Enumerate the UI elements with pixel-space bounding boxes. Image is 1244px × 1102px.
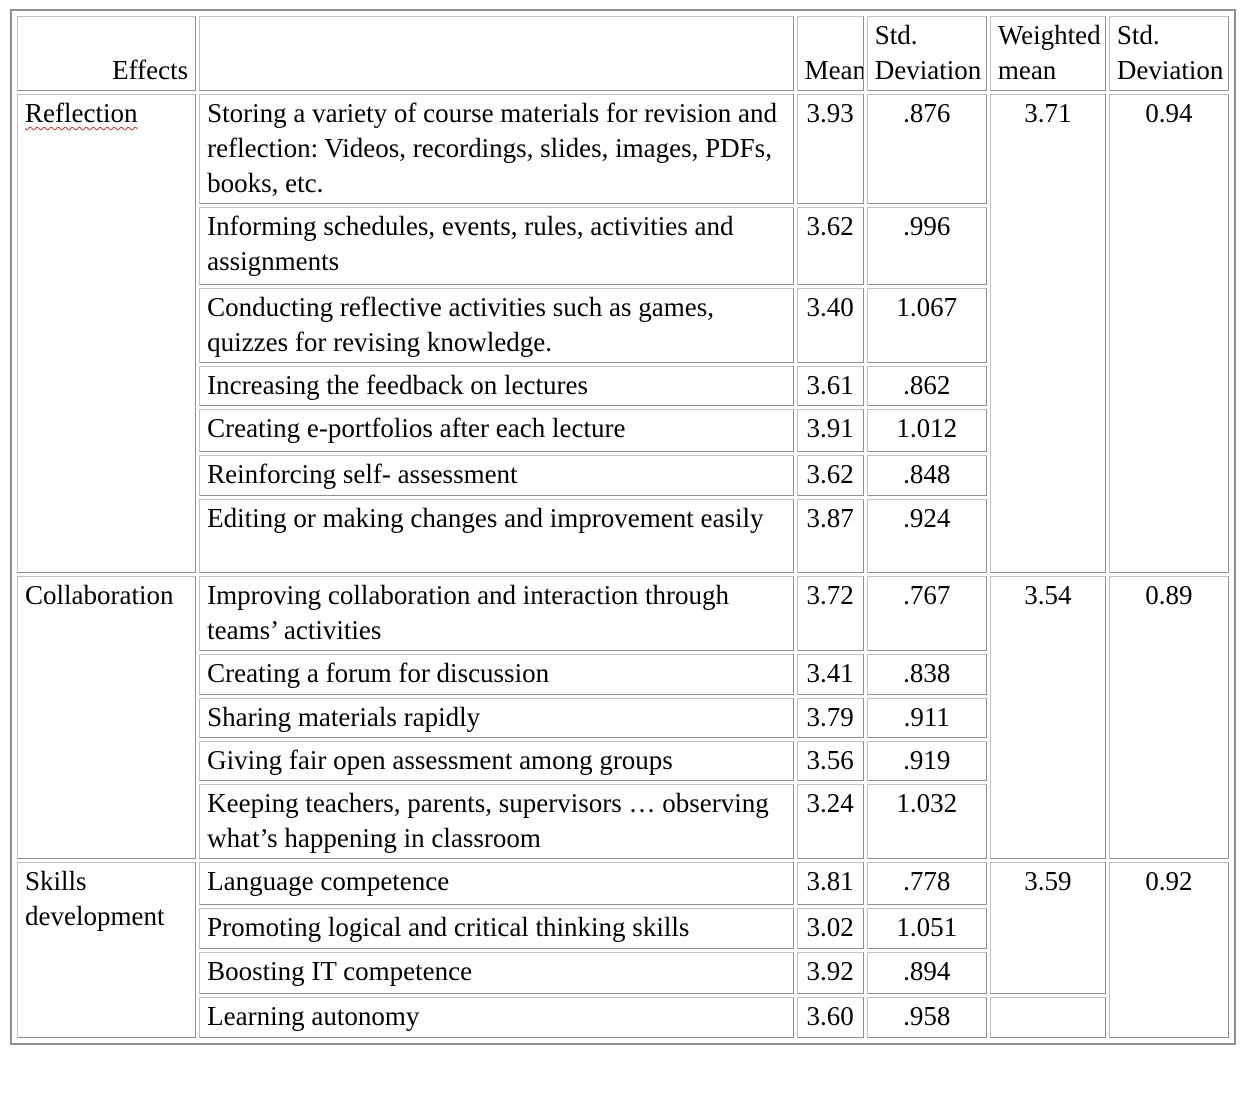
item-cell: Boosting IT competence [199, 952, 794, 994]
item-cell: Reinforcing self- assessment [199, 455, 794, 496]
header-std-deviation: Std. Deviation [866, 16, 987, 91]
std-cell: .958 [866, 997, 987, 1038]
mean-cell: 3.62 [796, 207, 864, 285]
std-cell: .778 [866, 862, 987, 905]
table-row: Keeping teachers, parents, supervisors …… [17, 784, 1229, 859]
header-effects: Effects [17, 16, 197, 91]
weighted-std-cell: 0.94 [1108, 94, 1229, 573]
item-cell: Improving collaboration and interaction … [199, 576, 794, 651]
std-cell: .838 [866, 654, 987, 695]
table-frame: Effects Mean Std. Deviation Weighted mea… [10, 9, 1236, 1045]
weighted-std-cell: 0.92 [1108, 862, 1229, 1038]
item-cell: Storing a variety of course materials fo… [199, 94, 794, 204]
std-cell: .767 [866, 576, 987, 651]
item-cell: Promoting logical and critical thinking … [199, 908, 794, 949]
header-item [199, 16, 794, 91]
std-cell: .911 [866, 698, 987, 738]
item-cell: Sharing materials rapidly [199, 698, 794, 738]
weighted-mean-cell: 3.54 [989, 576, 1106, 859]
section-label-reflection: Reflection [17, 94, 197, 573]
item-cell: Creating e-portfolios after each lecture [199, 409, 794, 452]
header-row: Effects Mean Std. Deviation Weighted mea… [17, 16, 1229, 91]
mean-cell: 3.72 [796, 576, 864, 651]
mean-cell: 3.40 [796, 288, 864, 363]
mean-cell: 3.81 [796, 862, 864, 905]
section-label-text: Skills development [25, 866, 165, 931]
section-label-text: Collaboration [25, 580, 174, 610]
weighted-mean-empty-cell [989, 997, 1106, 1038]
item-cell: Giving fair open assessment among groups [199, 741, 794, 781]
item-cell: Keeping teachers, parents, supervisors …… [199, 784, 794, 859]
section-label-text: Reflection [25, 98, 138, 128]
item-cell: Language competence [199, 862, 794, 905]
std-cell: .996 [866, 207, 987, 285]
section-label-collaboration: Collaboration [17, 576, 197, 859]
table-row: Increasing the feedback on lectures 3.61… [17, 366, 1229, 406]
table-row: Informing schedules, events, rules, acti… [17, 207, 1229, 285]
table-row: Conducting reflective activities such as… [17, 288, 1229, 363]
table-row: Reflection Storing a variety of course m… [17, 94, 1229, 573]
table-row: Sharing materials rapidly 3.79 .911 [17, 698, 1229, 738]
item-cell: Learning autonomy [199, 997, 794, 1038]
mean-cell: 3.61 [796, 366, 864, 406]
std-cell: .894 [866, 952, 987, 994]
std-cell: .876 [866, 94, 987, 204]
header-weighted-mean: Weighted mean [989, 16, 1106, 91]
header-mean: Mean [796, 16, 864, 91]
std-cell: .862 [866, 366, 987, 406]
std-cell: 1.012 [866, 409, 987, 452]
mean-cell: 3.56 [796, 741, 864, 781]
effects-statistics-table: Effects Mean Std. Deviation Weighted mea… [14, 13, 1232, 1041]
item-cell: Conducting reflective activities such as… [199, 288, 794, 363]
weighted-mean-cell: 3.71 [989, 94, 1106, 573]
mean-cell: 3.92 [796, 952, 864, 994]
table-row: Reinforcing self- assessment 3.62 .848 [17, 455, 1229, 496]
mean-cell: 3.79 [796, 698, 864, 738]
table-row: Creating a forum for discussion 3.41 .83… [17, 654, 1229, 695]
std-cell: 1.032 [866, 784, 987, 859]
mean-cell: 3.93 [796, 94, 864, 204]
table-row: Boosting IT competence 3.92 .894 [17, 952, 1229, 994]
std-cell: .848 [866, 455, 987, 496]
item-cell: Increasing the feedback on lectures [199, 366, 794, 406]
mean-cell: 3.62 [796, 455, 864, 496]
table-row: Editing or making changes and improvemen… [17, 499, 1229, 573]
header-weighted-std-deviation: Std. Deviation [1108, 16, 1229, 91]
item-cell: Informing schedules, events, rules, acti… [199, 207, 794, 285]
std-cell: 1.067 [866, 288, 987, 363]
std-cell: .924 [866, 499, 987, 573]
mean-cell: 3.87 [796, 499, 864, 573]
mean-cell: 3.91 [796, 409, 864, 452]
table-row: Giving fair open assessment among groups… [17, 741, 1229, 781]
section-label-skills-development: Skills development [17, 862, 197, 1038]
std-cell: .919 [866, 741, 987, 781]
table-row: Collaboration Improving collaboration an… [17, 576, 1229, 859]
table-row: Skills development Language competence 3… [17, 862, 1229, 1038]
weighted-std-cell: 0.89 [1108, 576, 1229, 859]
std-cell: 1.051 [866, 908, 987, 949]
table-row: Promoting logical and critical thinking … [17, 908, 1229, 949]
item-cell: Editing or making changes and improvemen… [199, 499, 794, 573]
mean-cell: 3.60 [796, 997, 864, 1038]
table-row: Learning autonomy 3.60 .958 [17, 997, 1229, 1038]
mean-cell: 3.24 [796, 784, 864, 859]
mean-cell: 3.41 [796, 654, 864, 695]
item-cell: Creating a forum for discussion [199, 654, 794, 695]
weighted-mean-cell: 3.59 [989, 862, 1106, 994]
table-row: Creating e-portfolios after each lecture… [17, 409, 1229, 452]
mean-cell: 3.02 [796, 908, 864, 949]
